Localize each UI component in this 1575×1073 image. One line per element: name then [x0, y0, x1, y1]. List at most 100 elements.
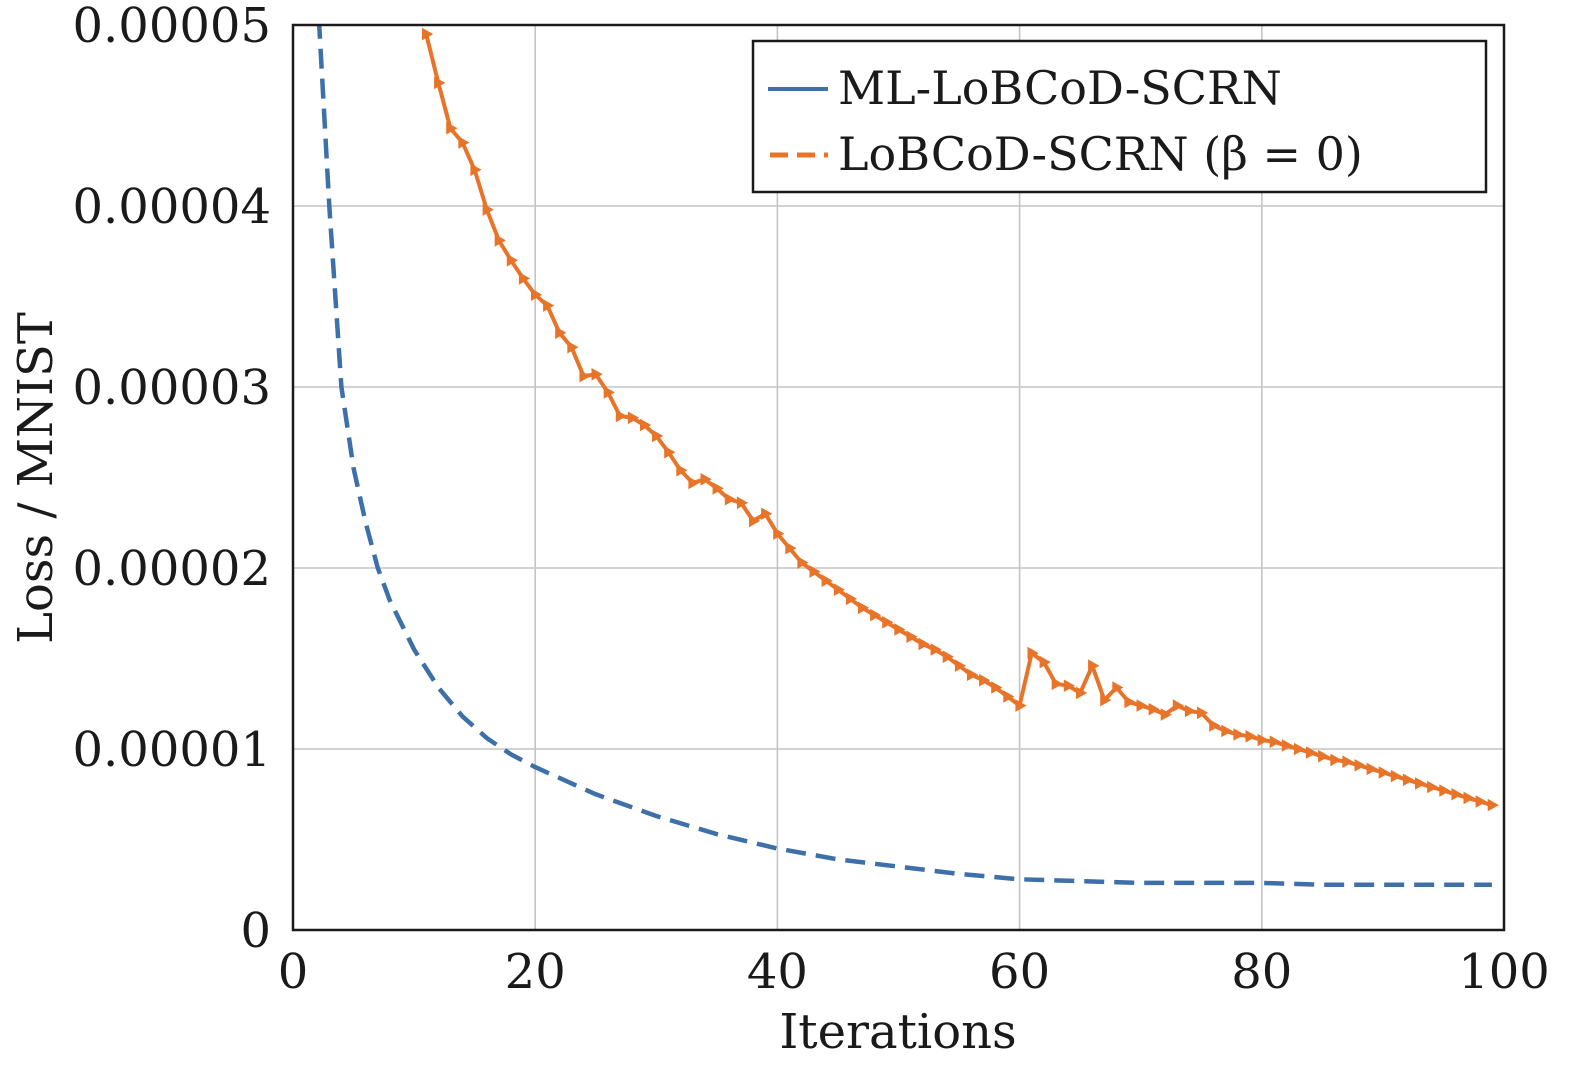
series-marker — [967, 668, 979, 682]
series-marker — [1487, 798, 1499, 812]
series-marker — [1257, 733, 1269, 747]
series-marker — [1402, 773, 1415, 787]
series-marker — [1233, 728, 1245, 741]
series-marker — [652, 429, 664, 443]
series-marker — [1463, 791, 1475, 805]
series-marker — [1245, 730, 1257, 743]
series-marker — [991, 681, 1003, 694]
series-marker — [422, 27, 434, 41]
series-marker — [979, 673, 991, 687]
series-marker — [858, 601, 870, 615]
series-marker — [1184, 704, 1197, 718]
series-marker — [930, 643, 942, 656]
series-marker — [555, 326, 567, 339]
series-marker — [773, 527, 785, 540]
y-tick-label: 0.00004 — [73, 179, 272, 235]
series-marker — [446, 121, 458, 135]
series-marker — [518, 272, 531, 285]
y-tick-label: 0 — [240, 903, 271, 959]
series-marker — [918, 637, 930, 651]
series-marker — [1415, 777, 1427, 790]
plot-frame — [291, 23, 1506, 932]
series-marker — [1124, 695, 1136, 709]
series-marker — [833, 583, 845, 596]
x-tick-label: 100 — [1458, 944, 1550, 1000]
series-marker — [1063, 679, 1075, 692]
series-marker — [640, 418, 652, 432]
series-marker — [1088, 659, 1100, 672]
series-marker — [1136, 699, 1148, 712]
series-marker — [761, 507, 773, 520]
tick-labels: 0 20 40 60 80 100 0 0.00001 0.00002 0.00003 0.0000… — [73, 0, 1550, 1000]
series-marker — [1148, 702, 1160, 716]
series-marker — [591, 368, 603, 381]
y-tick-label: 0.00005 — [73, 0, 272, 54]
series-marker — [603, 386, 615, 399]
legend-box — [751, 39, 1488, 194]
series-marker — [1197, 706, 1209, 720]
series-marker — [809, 565, 821, 578]
series-marker — [1027, 646, 1039, 660]
series-marker — [1306, 746, 1318, 759]
series-marker — [1318, 749, 1330, 763]
y-tick-label: 0.00001 — [73, 722, 272, 778]
series-marker — [797, 556, 809, 569]
series-marker — [1003, 690, 1015, 703]
series-marker — [736, 496, 749, 510]
series-marker — [1427, 780, 1439, 794]
series-marker — [1221, 724, 1233, 738]
y-tick-label: 0.00002 — [73, 541, 272, 597]
series-marker — [615, 409, 627, 423]
series-marker — [906, 630, 918, 644]
series-marker — [700, 473, 712, 486]
series-marker — [1015, 699, 1027, 712]
series-layer — [316, 25, 1499, 888]
series-marker — [567, 340, 579, 354]
series-marker — [1281, 739, 1293, 752]
x-tick-label: 0 — [278, 944, 309, 1000]
series-marker — [1378, 766, 1390, 779]
series-marker — [458, 136, 470, 149]
x-tick-label: 20 — [505, 944, 566, 1000]
x-tick-label: 60 — [989, 944, 1050, 1000]
series-marker — [579, 369, 591, 383]
series-marker — [870, 608, 882, 622]
y-axis-label: Loss / MNIST — [8, 312, 64, 644]
series-marker — [785, 541, 797, 555]
series-marker — [1076, 686, 1088, 700]
series-marker — [688, 476, 700, 490]
series-marker — [882, 616, 894, 629]
series-marker — [1160, 708, 1172, 721]
series-marker — [1293, 742, 1306, 756]
series-marker — [1475, 795, 1487, 808]
series-marker — [1366, 762, 1378, 776]
series-marker — [724, 492, 736, 506]
series-line-ml-lobcod-scrn — [316, 25, 1492, 888]
series-marker — [543, 299, 555, 312]
x-tick-label: 80 — [1231, 944, 1292, 1000]
series-marker — [531, 288, 543, 301]
series-marker — [1439, 784, 1451, 797]
series-marker — [749, 514, 761, 528]
series-marker — [1342, 755, 1354, 768]
series-marker — [1172, 699, 1184, 712]
x-tick-label: 40 — [747, 944, 808, 1000]
series-marker — [942, 650, 954, 663]
series-marker — [1209, 719, 1221, 732]
series-marker — [434, 76, 446, 90]
series-marker — [845, 592, 858, 606]
series-marker — [1039, 655, 1051, 669]
series-marker — [676, 464, 688, 477]
series-marker — [954, 659, 967, 672]
series-marker — [1390, 769, 1402, 783]
series-marker — [506, 254, 518, 267]
series-marker — [1100, 693, 1112, 707]
series-marker — [494, 234, 506, 247]
x-axis-label: Iterations — [779, 1004, 1016, 1060]
series-marker — [1330, 753, 1342, 767]
series-marker — [1051, 677, 1063, 691]
series-marker — [821, 574, 833, 587]
series-marker — [1354, 759, 1366, 772]
series-marker — [664, 445, 676, 459]
